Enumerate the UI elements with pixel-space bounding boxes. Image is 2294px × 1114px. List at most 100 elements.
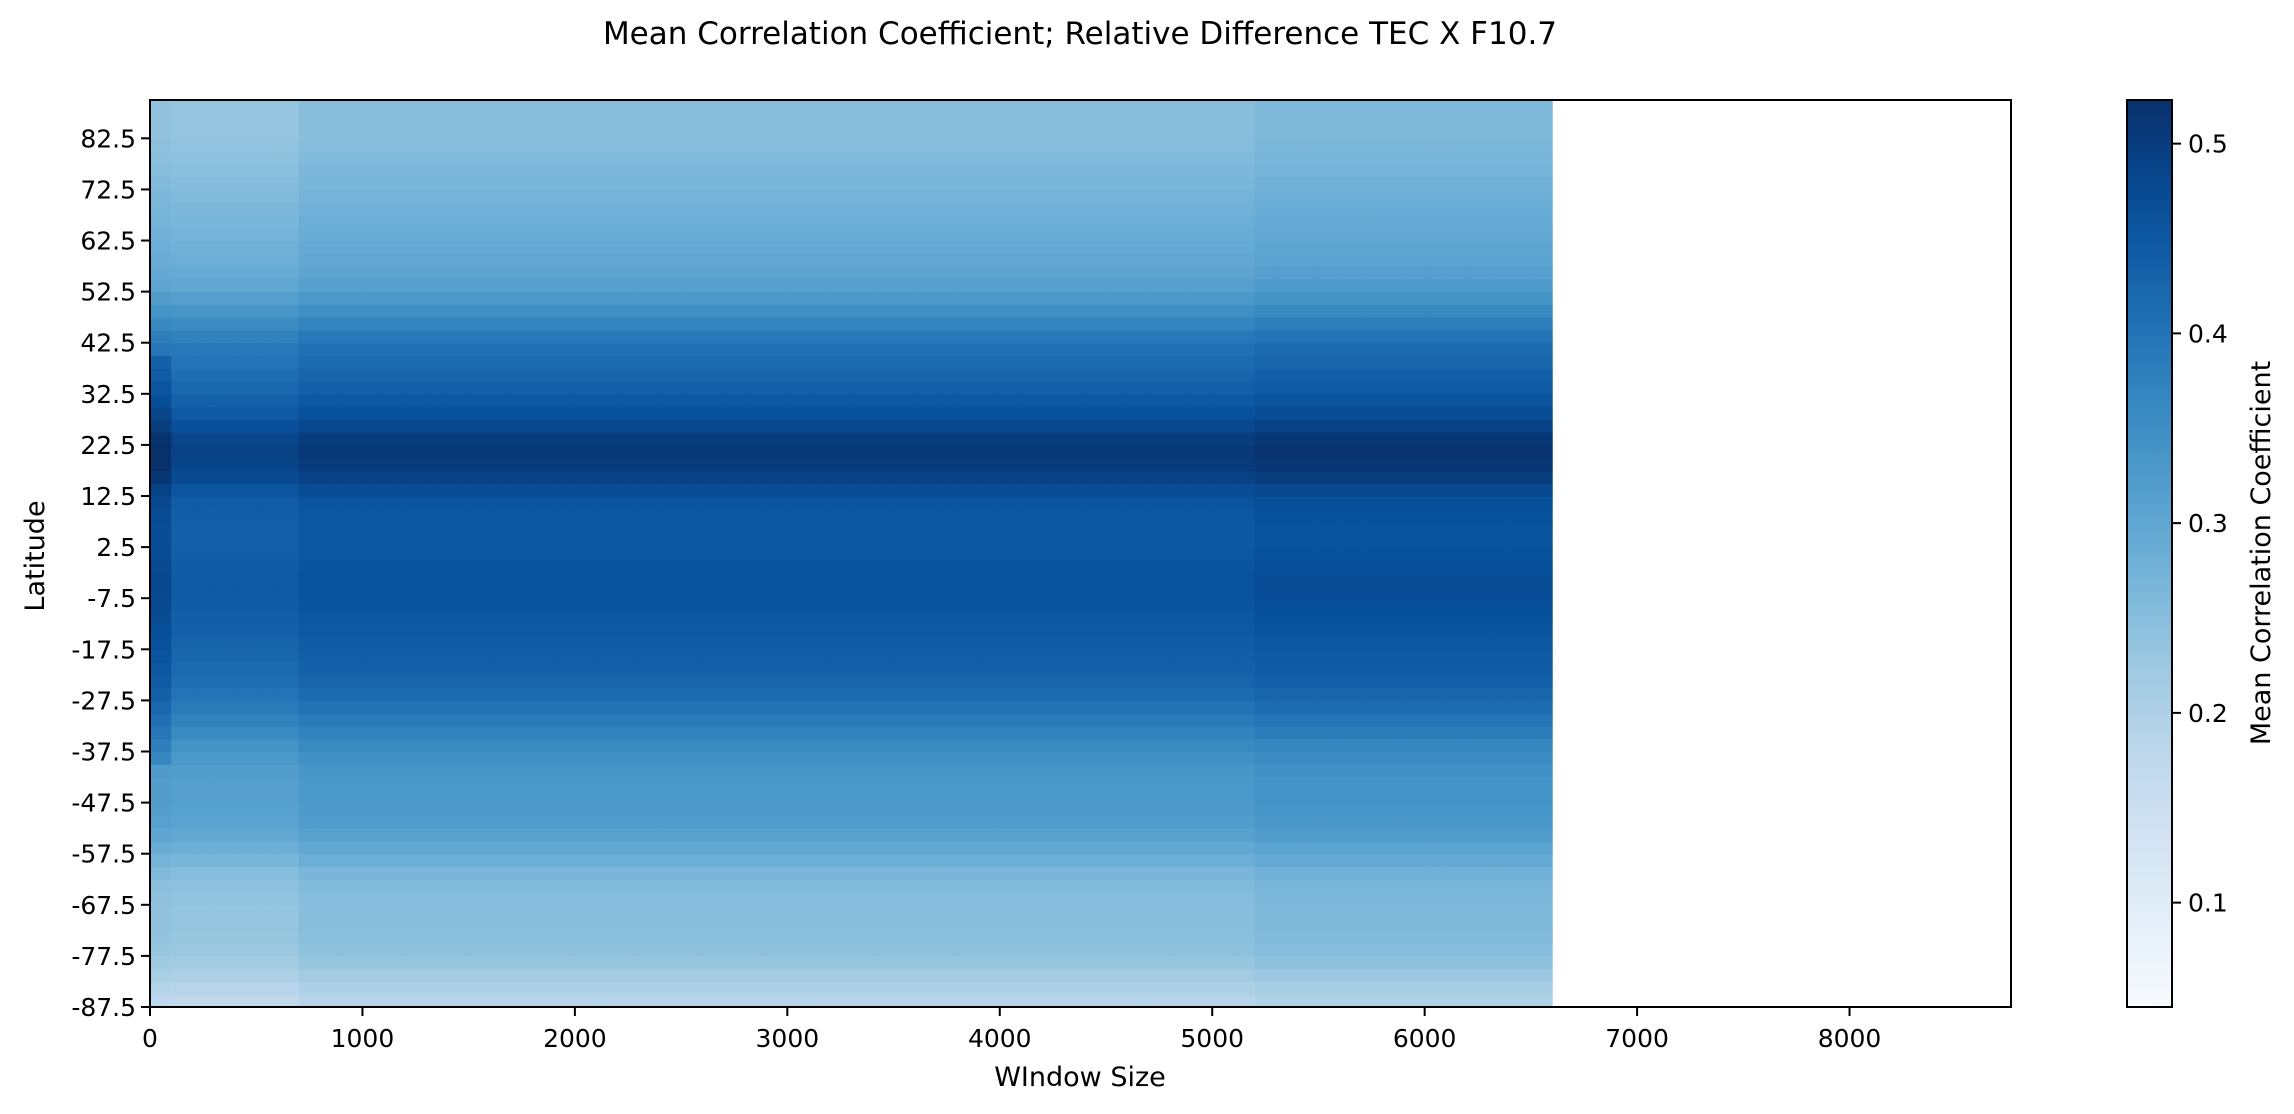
heatmap-cell	[468, 304, 491, 318]
y-tick-label: 2.5	[96, 533, 136, 562]
heatmap-cell	[681, 214, 703, 229]
heatmap-cell	[978, 892, 1001, 906]
heatmap-cell	[723, 381, 746, 395]
heatmap-cell	[1339, 100, 1362, 114]
heatmap-cell	[1063, 917, 1086, 931]
heatmap-cell	[362, 240, 385, 254]
heatmap-cell	[1105, 598, 1128, 612]
heatmap-cell	[1148, 278, 1171, 293]
heatmap-cell	[511, 406, 533, 420]
heatmap-cell	[341, 866, 364, 880]
heatmap-cell	[1467, 828, 1489, 842]
heatmap-cell	[298, 393, 321, 408]
heatmap-cell	[1021, 828, 1043, 842]
heatmap-cell	[171, 278, 194, 293]
heatmap-cell	[1063, 483, 1086, 497]
heatmap-cell	[404, 738, 427, 753]
heatmap-cell	[1360, 189, 1383, 203]
heatmap-cell	[872, 419, 895, 433]
heatmap-cell	[638, 483, 661, 497]
heatmap-cell	[171, 955, 194, 970]
heatmap-cell	[681, 329, 703, 344]
heatmap-cell	[468, 317, 491, 331]
heatmap-cell	[914, 189, 937, 203]
heatmap-cell	[1042, 981, 1065, 995]
heatmap-cell	[1318, 815, 1341, 829]
heatmap-cell	[766, 674, 788, 689]
heatmap-cell	[617, 227, 640, 242]
heatmap-cell	[341, 483, 364, 497]
heatmap-cell	[150, 917, 172, 931]
heatmap-cell	[1382, 815, 1405, 829]
heatmap-cell	[1509, 981, 1532, 995]
heatmap-cell	[723, 432, 746, 446]
heatmap-cell	[489, 547, 512, 561]
heatmap-cell	[1021, 943, 1043, 957]
heatmap-cell	[1063, 457, 1086, 472]
heatmap-cell	[978, 151, 1001, 165]
heatmap-cell	[468, 738, 491, 753]
heatmap-cell	[1403, 994, 1426, 1008]
heatmap-cell	[489, 227, 512, 242]
heatmap-cell	[489, 687, 512, 701]
heatmap-cell	[319, 904, 342, 919]
heatmap-cell	[171, 100, 194, 114]
heatmap-cell	[341, 432, 364, 446]
heatmap-cell	[1403, 649, 1426, 663]
heatmap-cell	[893, 214, 916, 229]
heatmap-cell	[1190, 725, 1213, 740]
heatmap-cell	[1467, 432, 1489, 446]
heatmap-cell	[808, 713, 831, 727]
heatmap-cell	[1148, 636, 1171, 650]
heatmap-cell	[426, 163, 449, 178]
heatmap-cell	[1148, 240, 1171, 254]
heatmap-cell	[1488, 623, 1511, 638]
heatmap-cell	[936, 892, 958, 906]
heatmap-cell	[893, 674, 916, 689]
heatmap-cell	[1190, 521, 1213, 535]
heatmap-cell	[1063, 892, 1086, 906]
heatmap-cell	[1297, 840, 1320, 855]
heatmap-cell	[787, 227, 810, 242]
heatmap-cell	[808, 623, 831, 638]
heatmap-cell	[978, 521, 1001, 535]
heatmap-cell	[723, 342, 746, 357]
heatmap-cell	[744, 291, 767, 305]
heatmap-cell	[1254, 329, 1277, 344]
heatmap-cell	[319, 623, 342, 638]
heatmap-cell	[1403, 879, 1426, 893]
heatmap-cell	[362, 585, 385, 599]
heatmap-cell	[1105, 994, 1128, 1008]
heatmap-cell	[489, 674, 512, 689]
heatmap-cell	[1339, 432, 1362, 446]
heatmap-cell	[638, 981, 661, 995]
heatmap-cell	[468, 981, 491, 995]
heatmap-cell	[1021, 623, 1043, 638]
heatmap-cell	[1021, 112, 1043, 127]
heatmap-cell	[1169, 700, 1192, 714]
heatmap-cell	[1488, 751, 1511, 765]
heatmap-cell	[659, 713, 682, 727]
heatmap-cell	[171, 623, 194, 638]
heatmap-cell	[914, 866, 937, 880]
heatmap-cell	[1297, 406, 1320, 420]
heatmap-cell	[256, 138, 279, 152]
heatmap-cell	[702, 419, 725, 433]
heatmap-cell	[213, 853, 236, 868]
heatmap-cell	[1275, 342, 1298, 357]
heatmap-cell	[1360, 253, 1383, 267]
heatmap-cell	[808, 725, 831, 740]
heatmap-cell	[553, 419, 576, 433]
heatmap-cell	[829, 406, 852, 420]
heatmap-cell	[1084, 521, 1107, 535]
heatmap-cell	[681, 802, 703, 816]
heatmap-cell	[362, 547, 385, 561]
heatmap-cell	[1339, 853, 1362, 868]
x-tick-label: 1000	[331, 1024, 395, 1053]
heatmap-cell	[1063, 853, 1086, 868]
heatmap-cell	[1467, 700, 1489, 714]
heatmap-cell	[723, 189, 746, 203]
heatmap-cell	[1169, 713, 1192, 727]
heatmap-cell	[1148, 662, 1171, 676]
heatmap-cell	[1254, 981, 1277, 995]
